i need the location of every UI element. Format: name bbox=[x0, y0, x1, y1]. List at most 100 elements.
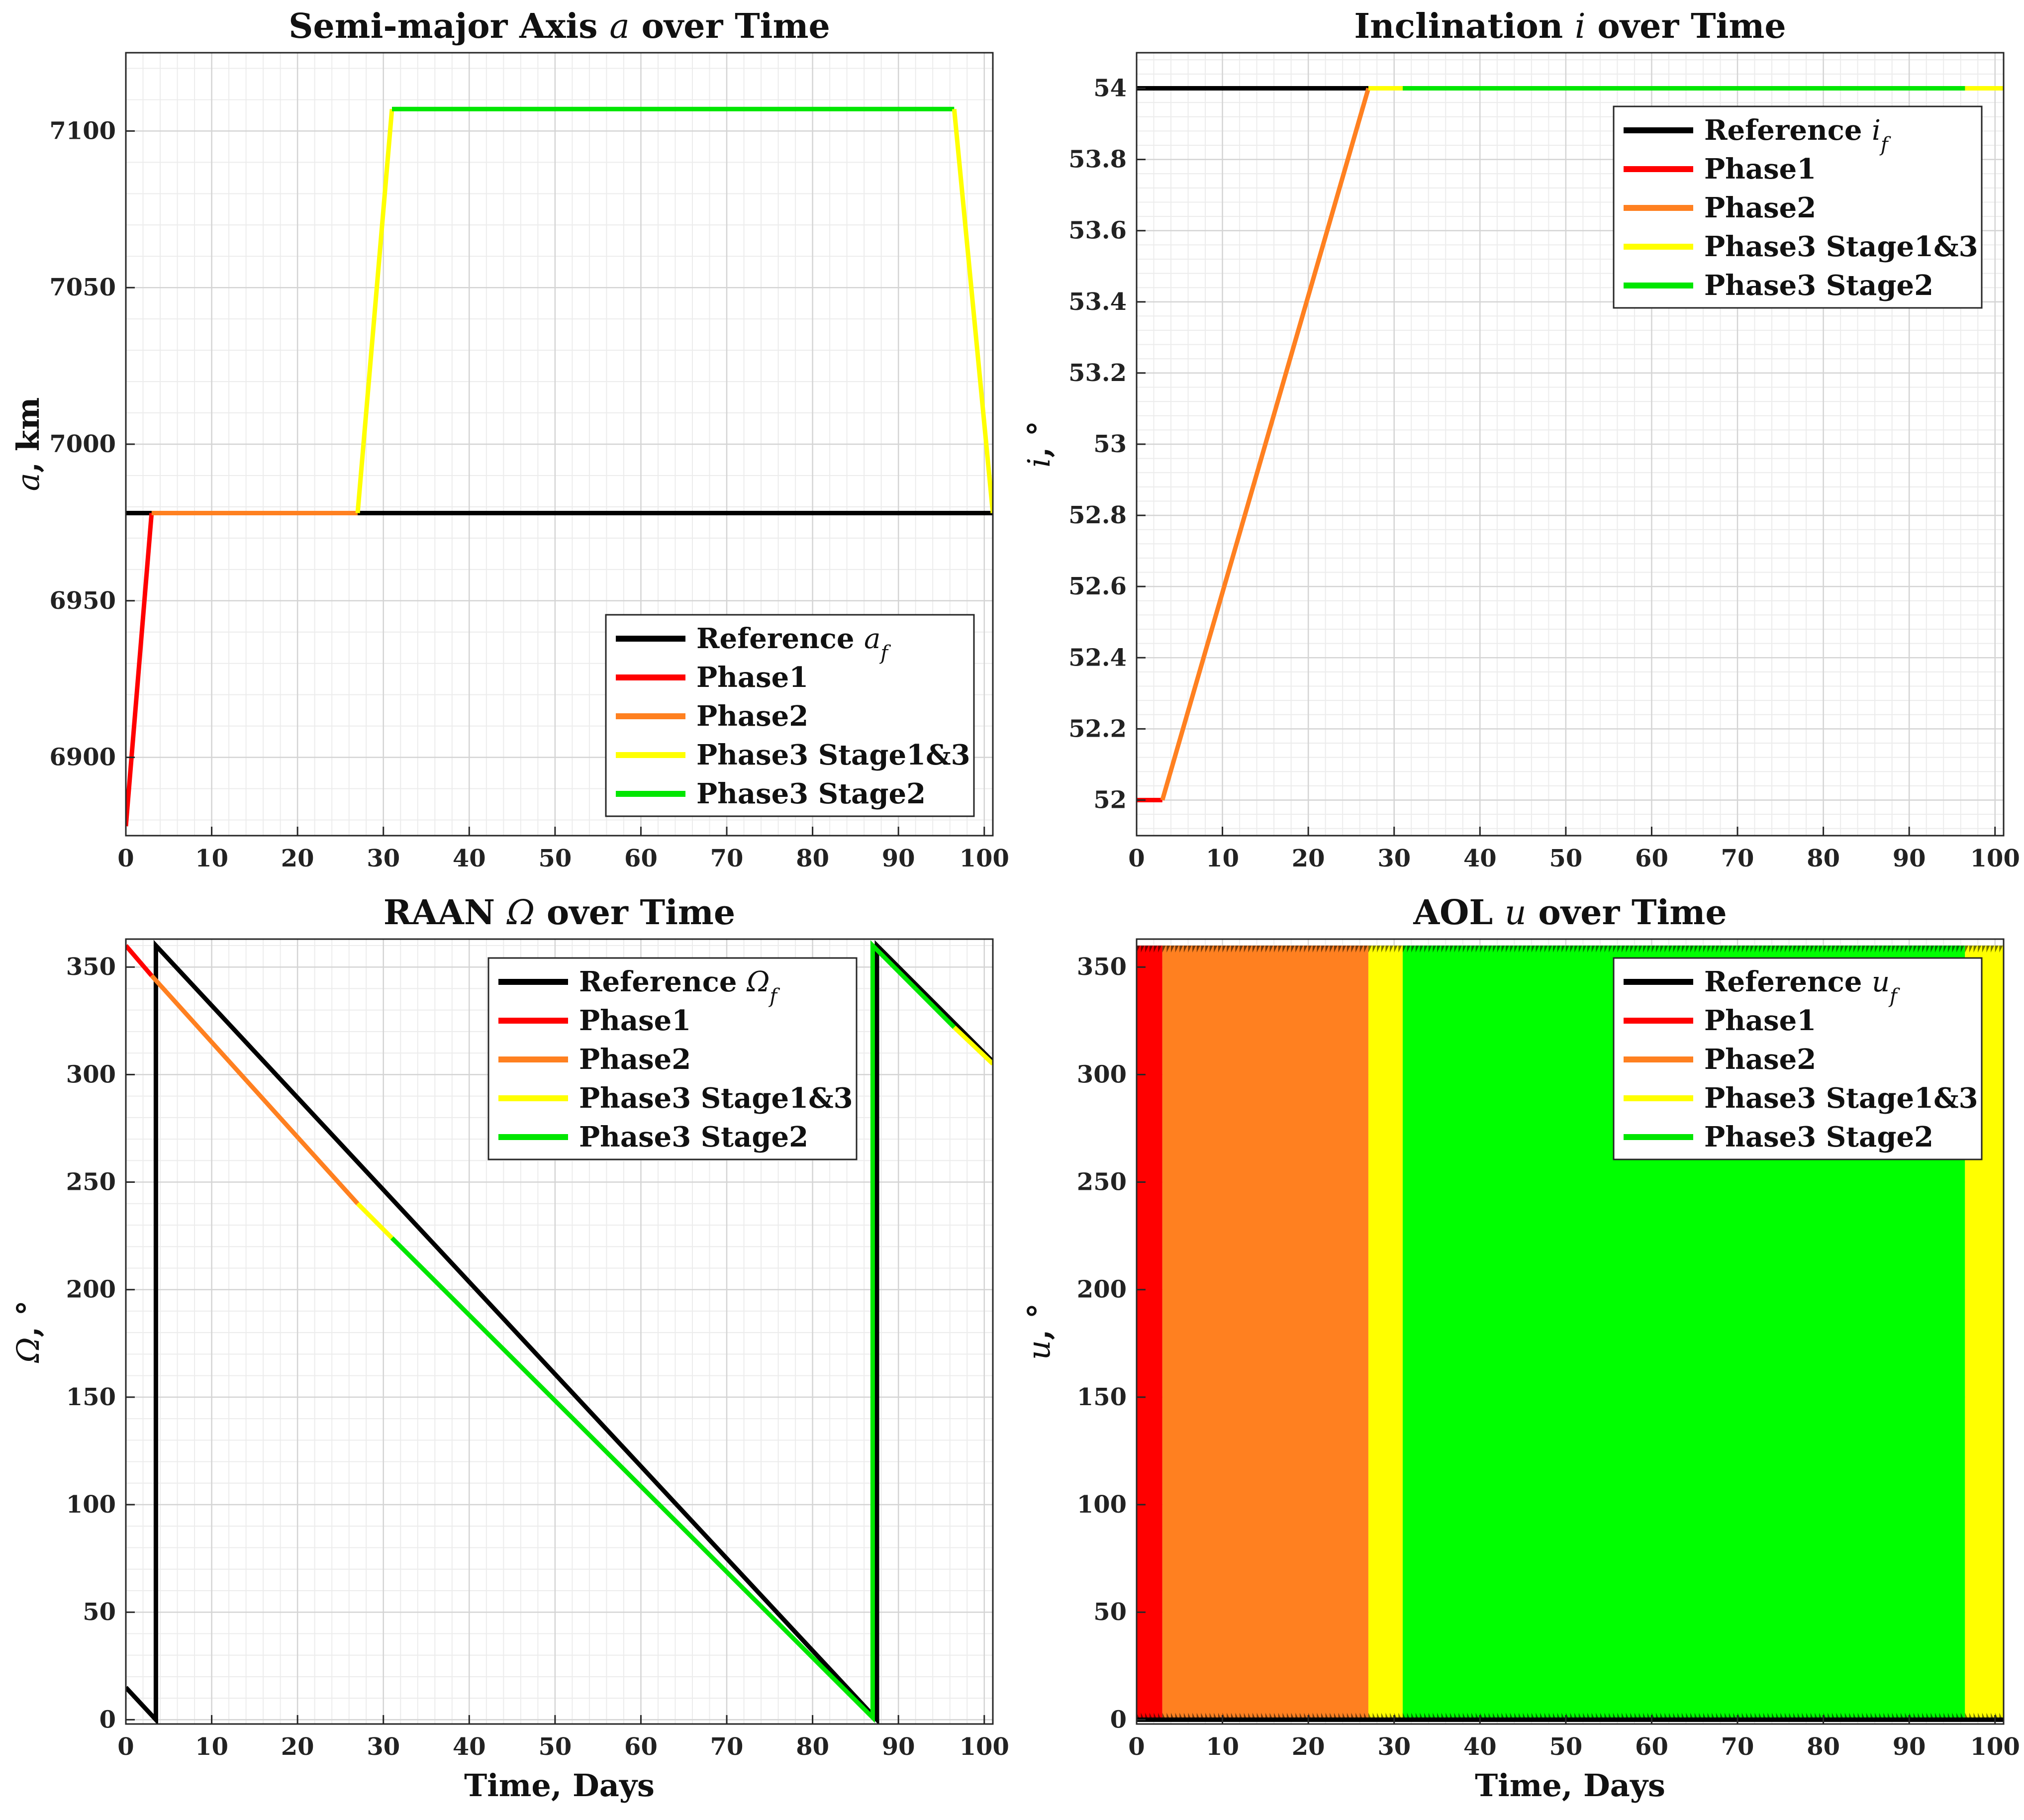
oscillation-notch-top bbox=[1368, 945, 1372, 953]
oscillation-notch-top bbox=[1634, 945, 1638, 953]
oscillation-notch-top bbox=[1381, 945, 1385, 953]
oscillation-notch-top bbox=[1784, 945, 1788, 953]
oscillation-notch-top bbox=[1643, 945, 1647, 953]
oscillation-notch-top bbox=[1853, 945, 1857, 953]
y-tick-label: 300 bbox=[66, 1060, 116, 1088]
y-axis-label: i, ° bbox=[1021, 421, 1057, 468]
oscillation-notch-top bbox=[1716, 945, 1720, 953]
oscillation-notch-top bbox=[1475, 945, 1479, 953]
oscillation-notch-top bbox=[1338, 945, 1342, 953]
band-phase2 bbox=[1162, 945, 1368, 1720]
oscillation-notch-top bbox=[1484, 945, 1488, 953]
x-tick-label: 100 bbox=[1970, 1733, 2020, 1761]
x-tick-label: 50 bbox=[1549, 845, 1582, 872]
grid bbox=[125, 939, 993, 1724]
oscillation-notch-top bbox=[1214, 945, 1218, 953]
oscillation-notch-top bbox=[1565, 945, 1569, 953]
x-tick-label: 30 bbox=[367, 1733, 400, 1761]
y-tick-label: 54 bbox=[1093, 75, 1127, 102]
oscillation-notch-top bbox=[1561, 945, 1565, 953]
oscillation-notch-top bbox=[1256, 945, 1260, 953]
oscillation-notch-top bbox=[1411, 945, 1415, 953]
legend-entry-label: Phase2 bbox=[579, 1043, 691, 1076]
oscillation-notch-top bbox=[1583, 945, 1587, 953]
chart-panel-aol: 0 10 20 30 40 50 60 70 80 90 100 0 50 100 150 200 250 300… bbox=[1021, 893, 2020, 1804]
oscillation-notch-top bbox=[1462, 945, 1466, 953]
oscillation-notch-top bbox=[1754, 945, 1758, 953]
y-tick-label: 52.4 bbox=[1068, 644, 1127, 671]
oscillation-notch-top bbox=[1831, 945, 1835, 953]
chart-title: RAAN Ω over Time bbox=[384, 893, 735, 933]
legend-entry-label: Phase3 Stage2 bbox=[579, 1121, 808, 1153]
oscillation-notch-top bbox=[1767, 945, 1771, 953]
oscillation-notch-top bbox=[1578, 945, 1582, 953]
oscillation-notch-top bbox=[1965, 945, 1969, 953]
oscillation-notch-top bbox=[1604, 945, 1608, 953]
x-tick-label: 80 bbox=[1807, 1733, 1840, 1761]
y-tick-label: 0 bbox=[99, 1706, 116, 1733]
oscillation-notch-top bbox=[1626, 945, 1630, 953]
oscillation-notch-top bbox=[1295, 945, 1299, 953]
oscillation-notch-top bbox=[1741, 945, 1745, 953]
x-tick-label: 90 bbox=[1893, 845, 1926, 872]
oscillation-notch-top bbox=[1991, 945, 1995, 953]
chart-title: Inclination i over Time bbox=[1354, 6, 1786, 46]
chart-panel-a: 0 10 20 30 40 50 60 70 80 90 100 6900 6950 7000 7050 71… bbox=[10, 6, 1009, 872]
oscillation-notch-top bbox=[1394, 945, 1398, 953]
x-tick-label: 20 bbox=[281, 845, 314, 872]
oscillation-notch-top bbox=[1763, 945, 1767, 953]
oscillation-notch-top bbox=[1746, 945, 1750, 953]
oscillation-notch-top bbox=[1630, 945, 1634, 953]
y-axis-label: a, km bbox=[10, 397, 46, 491]
x-tick-label: 80 bbox=[796, 1733, 829, 1761]
oscillation-notch-top bbox=[1536, 945, 1540, 953]
oscillation-notch-top bbox=[1772, 945, 1775, 953]
oscillation-notch-top bbox=[1673, 945, 1677, 953]
x-tick-label: 0 bbox=[1128, 845, 1145, 872]
x-tick-label: 20 bbox=[1292, 845, 1325, 872]
x-tick-label: 0 bbox=[1128, 1733, 1145, 1761]
legend-entry-label: Phase3 Stage2 bbox=[1704, 269, 1933, 302]
oscillation-notch-top bbox=[1686, 945, 1690, 953]
y-tick-label: 7000 bbox=[49, 430, 116, 458]
oscillation-notch-top bbox=[1390, 945, 1393, 953]
oscillation-notch-top bbox=[1145, 945, 1149, 953]
oscillation-notch-top bbox=[1540, 945, 1544, 953]
x-tick-label: 80 bbox=[796, 845, 829, 872]
oscillation-notch-top bbox=[1750, 945, 1754, 953]
oscillation-notch-top bbox=[1883, 945, 1887, 953]
x-tick-label: 20 bbox=[1292, 1733, 1325, 1761]
oscillation-notch-top bbox=[1222, 945, 1226, 953]
y-tick-label: 7100 bbox=[49, 117, 116, 145]
y-axis-label: Ω, ° bbox=[10, 1300, 46, 1363]
y-tick-label: 100 bbox=[66, 1491, 116, 1519]
x-tick-label: 70 bbox=[710, 845, 744, 872]
oscillation-notch-top bbox=[1330, 945, 1334, 953]
series-line-phase1 bbox=[126, 513, 154, 827]
oscillation-notch-top bbox=[1428, 945, 1432, 953]
y-tick-label: 53.8 bbox=[1068, 146, 1127, 174]
series-line-phase3-stage1-3-b- bbox=[953, 1026, 993, 1066]
oscillation-notch-top bbox=[1493, 945, 1497, 953]
oscillation-notch-top bbox=[1299, 945, 1303, 953]
oscillation-notch-top bbox=[1240, 945, 1243, 953]
series-line-phase1 bbox=[126, 944, 154, 977]
oscillation-notch-top bbox=[1441, 945, 1445, 953]
y-tick-label: 150 bbox=[1077, 1383, 1127, 1411]
y-tick-label: 52.2 bbox=[1068, 715, 1127, 743]
series-line-phase3-stage1-3-a- bbox=[355, 108, 394, 513]
oscillation-notch-top bbox=[1523, 945, 1527, 953]
oscillation-notch-top bbox=[1166, 945, 1170, 953]
y-tick-label: 150 bbox=[66, 1383, 116, 1411]
oscillation-notch-top bbox=[1433, 945, 1437, 953]
chart-title: AOL u over Time bbox=[1413, 893, 1727, 933]
y-tick-label: 52.6 bbox=[1068, 573, 1127, 600]
oscillation-notch-top bbox=[1591, 945, 1595, 953]
oscillation-notch-top bbox=[1999, 945, 2003, 953]
oscillation-notch-top bbox=[1960, 945, 1964, 953]
y-tick-label: 200 bbox=[1077, 1276, 1127, 1304]
oscillation-notch-top bbox=[1570, 945, 1574, 953]
oscillation-notch-top bbox=[1385, 945, 1389, 953]
